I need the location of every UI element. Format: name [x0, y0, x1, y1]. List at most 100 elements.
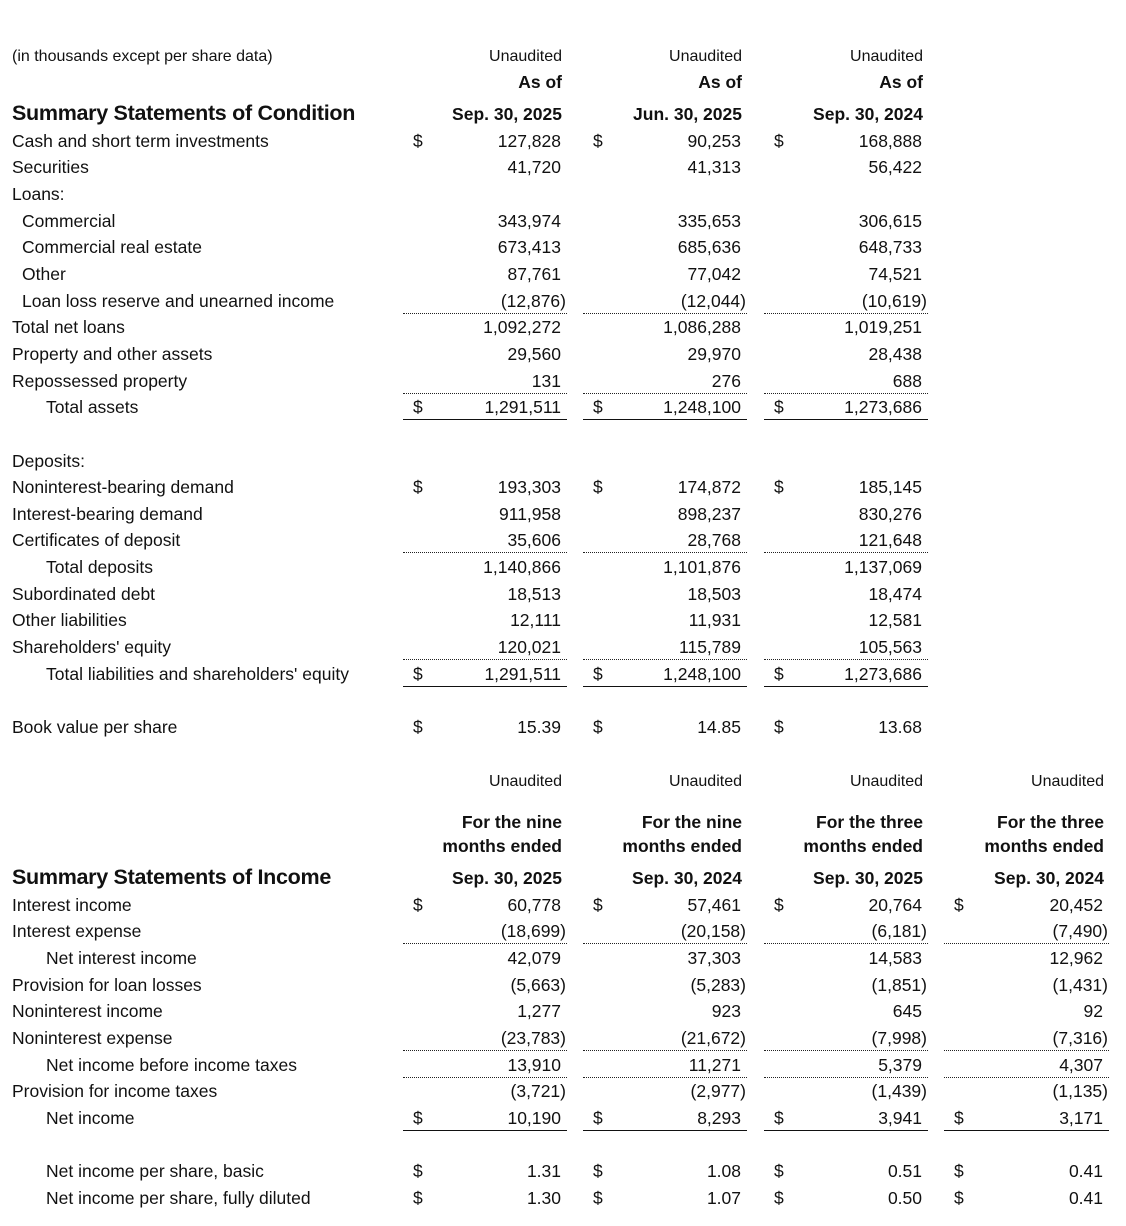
cell-value: 3,941: [878, 1108, 922, 1128]
cell-value: (7,998): [871, 1028, 927, 1048]
cell-value: 74,521: [868, 264, 922, 284]
cell-value: 5,379: [878, 1055, 922, 1075]
cell-value: 28,768: [687, 530, 741, 550]
cell-value: 0.41: [1068, 1161, 1103, 1181]
currency-symbol: $: [413, 717, 423, 737]
cell-value: 3,171: [1059, 1108, 1103, 1128]
income-section-title: Summary Statements of Income: [12, 865, 331, 889]
column-caption: months ended: [803, 836, 923, 856]
cell-value: (20,158): [680, 921, 746, 941]
subtotal-underline: [583, 393, 747, 394]
row-label: Total net loans: [12, 317, 125, 337]
total-underline: [583, 686, 747, 687]
currency-symbol: $: [593, 397, 603, 417]
cell-value: 673,413: [497, 237, 561, 257]
cell-value: 15.39: [517, 717, 561, 737]
currency-symbol: $: [593, 1108, 603, 1128]
subtotal-underline: [944, 1077, 1109, 1078]
row-label: Net income per share, basic: [46, 1161, 264, 1181]
currency-symbol: $: [774, 664, 784, 684]
cell-value: 343,974: [497, 211, 561, 231]
subtotal-underline: [944, 1050, 1109, 1051]
cell-value: 1,277: [517, 1001, 561, 1021]
currency-symbol: $: [413, 1108, 423, 1128]
currency-symbol: $: [413, 477, 423, 497]
cell-value: 12,962: [1049, 948, 1103, 968]
currency-symbol: $: [593, 664, 603, 684]
cell-value: 57,461: [687, 895, 741, 915]
cell-value: (7,316): [1052, 1028, 1108, 1048]
cell-value: 1,101,876: [663, 557, 741, 577]
cell-value: 120,021: [497, 637, 561, 657]
cell-value: 8,293: [697, 1108, 741, 1128]
column-date: Sep. 30, 2025: [452, 104, 562, 124]
cell-value: 0.50: [887, 1188, 922, 1208]
subtotal-underline: [944, 943, 1109, 944]
cell-value: 29,560: [507, 344, 561, 364]
subtotal-underline: [583, 313, 747, 314]
cell-value: (2,977): [690, 1081, 746, 1101]
subtotal-underline: [583, 943, 747, 944]
total-underline: [403, 1130, 567, 1131]
cell-value: 335,653: [677, 211, 741, 231]
currency-symbol: $: [413, 397, 423, 417]
cell-value: 92: [1083, 1001, 1103, 1021]
total-underline: [764, 1130, 928, 1131]
row-label: Subordinated debt: [12, 584, 156, 604]
total-underline: [583, 419, 747, 420]
cell-value: 648,733: [858, 237, 922, 257]
total-underline: [403, 419, 567, 420]
cell-value: 18,503: [687, 584, 741, 604]
currency-symbol: $: [774, 397, 784, 417]
currency-symbol: $: [774, 717, 784, 737]
cell-value: 35,606: [507, 530, 561, 550]
row-label: Noninterest expense: [12, 1028, 173, 1048]
cell-value: 14.85: [697, 717, 741, 737]
cell-value: 42,079: [507, 948, 561, 968]
subtotal-underline: [403, 393, 567, 394]
row-label: Book value per share: [12, 717, 178, 737]
subtotal-underline: [403, 1077, 567, 1078]
currency-symbol: $: [593, 477, 603, 497]
row-label: Repossessed property: [12, 371, 188, 391]
cell-value: 12,581: [868, 610, 922, 630]
row-label: Deposits:: [12, 451, 85, 471]
cell-value: (10,619): [861, 291, 927, 311]
cell-value: (18,699): [500, 921, 566, 941]
row-label: Total deposits: [46, 557, 154, 577]
row-label: Provision for income taxes: [12, 1081, 218, 1101]
currency-symbol: $: [954, 895, 964, 915]
row-label: Interest-bearing demand: [12, 504, 203, 524]
cell-value: 1,248,100: [663, 397, 741, 417]
cell-value: 1,291,511: [484, 664, 561, 684]
subtotal-underline: [583, 1050, 747, 1051]
subtotal-underline: [583, 552, 747, 553]
column-caption: months ended: [622, 836, 742, 856]
cell-value: 29,970: [687, 344, 741, 364]
cell-value: 1,273,686: [844, 664, 922, 684]
currency-symbol: $: [593, 895, 603, 915]
cell-value: 56,422: [868, 157, 922, 177]
cell-value: 14,583: [868, 948, 922, 968]
currency-symbol: $: [774, 477, 784, 497]
currency-symbol: $: [954, 1108, 964, 1128]
cell-value: 20,764: [868, 895, 922, 915]
total-underline: [764, 419, 928, 420]
currency-symbol: $: [413, 1161, 423, 1181]
cell-value: 87,761: [507, 264, 561, 284]
subtotal-underline: [583, 1077, 747, 1078]
column-date: Sep. 30, 2024: [632, 868, 742, 888]
column-caption: months ended: [442, 836, 562, 856]
row-label: Net interest income: [46, 948, 197, 968]
column-status: Unaudited: [489, 773, 562, 790]
cell-value: (1,135): [1052, 1081, 1108, 1101]
cell-value: (7,490): [1052, 921, 1108, 941]
row-label: Interest expense: [12, 921, 142, 941]
row-label: Cash and short term investments: [12, 131, 269, 151]
cell-value: 1.31: [526, 1161, 561, 1181]
cell-value: 306,615: [858, 211, 922, 231]
row-label: Noninterest-bearing demand: [12, 477, 234, 497]
cell-value: (23,783): [500, 1028, 566, 1048]
cell-value: 11,271: [688, 1055, 741, 1075]
total-underline: [583, 1130, 747, 1131]
